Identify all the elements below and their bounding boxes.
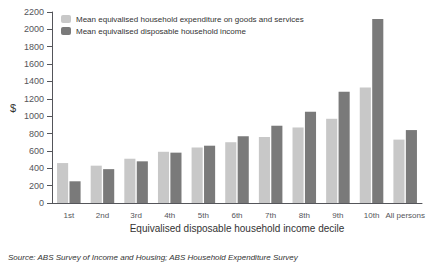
svg-text:4th: 4th — [164, 211, 175, 220]
svg-text:1200: 1200 — [24, 94, 44, 104]
svg-text:200: 200 — [29, 181, 44, 191]
svg-text:All persons: All persons — [385, 211, 425, 220]
svg-text:2000: 2000 — [24, 24, 44, 34]
svg-text:600: 600 — [29, 146, 44, 156]
svg-text:6th: 6th — [231, 211, 242, 220]
svg-text:Source: ABS Survey of Income a: Source: ABS Survey of Income and Housing… — [8, 253, 299, 262]
svg-text:7th: 7th — [265, 211, 276, 220]
svg-text:1000: 1000 — [24, 111, 44, 121]
svg-text:1600: 1600 — [24, 59, 44, 69]
svg-text:1st: 1st — [63, 211, 74, 220]
svg-text:0: 0 — [39, 198, 44, 208]
svg-text:9th: 9th — [332, 211, 343, 220]
svg-text:Equivalised disposable househo: Equivalised disposable household income … — [130, 223, 345, 234]
svg-text:2nd: 2nd — [96, 211, 109, 220]
svg-text:3rd: 3rd — [130, 211, 142, 220]
svg-text:2200: 2200 — [24, 7, 44, 17]
svg-text:400: 400 — [29, 163, 44, 173]
svg-text:$: $ — [10, 102, 16, 114]
svg-text:800: 800 — [29, 129, 44, 139]
svg-text:1400: 1400 — [24, 76, 44, 86]
svg-text:Mean equivalised disposable ho: Mean equivalised disposable household in… — [76, 27, 246, 36]
svg-text:10th: 10th — [364, 211, 380, 220]
svg-text:5th: 5th — [198, 211, 209, 220]
svg-text:1800: 1800 — [24, 42, 44, 52]
svg-text:Mean equivalised household exp: Mean equivalised household expenditure o… — [76, 15, 304, 24]
svg-text:8th: 8th — [299, 211, 310, 220]
